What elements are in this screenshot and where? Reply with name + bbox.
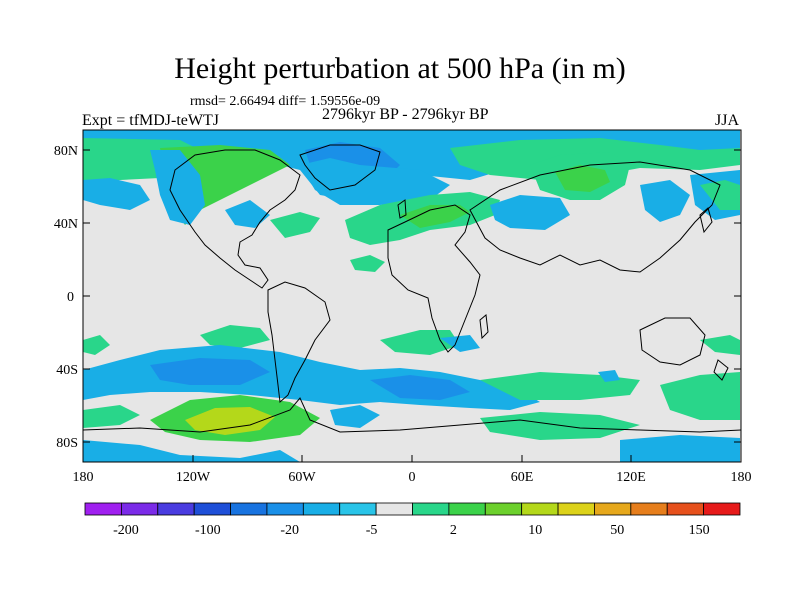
contour-blue-n-atlantic <box>300 158 450 205</box>
coastlines <box>83 144 741 433</box>
contour-blue-s-pacific-core <box>150 358 270 385</box>
contour-green-siberia-core <box>555 165 610 192</box>
coast-new-zealand <box>713 359 729 381</box>
contour-green-tropics <box>350 255 385 272</box>
lat-axis-labels: 80N 40N 0 40S 80S <box>54 144 78 451</box>
colorbar-swatch-7 <box>302 502 341 516</box>
contour-yellow-southern-max <box>185 407 275 435</box>
lon-label-180e: 180 <box>731 470 752 485</box>
colorbar-label: 50 <box>610 523 624 538</box>
coast-greenland <box>299 144 381 191</box>
colorbar-swatch-17 <box>666 502 705 516</box>
contour-green-s-sw-indian <box>660 372 740 420</box>
colorbar-swatch-1 <box>84 502 122 516</box>
lon-label-60w: 60W <box>288 470 316 485</box>
coast-japan <box>699 207 713 234</box>
colorbar-swatch-11 <box>448 502 486 516</box>
lon-label-60e: 60E <box>511 470 534 485</box>
colorbar-swatch-8 <box>339 502 377 516</box>
colorbar-swatch-4 <box>193 502 231 516</box>
coast-uk <box>397 199 407 219</box>
period-label: 2796kyr BP - 2796kyr BP <box>322 106 489 123</box>
contour-green-sw-pacific <box>700 335 740 355</box>
lat-label-80n: 80N <box>54 144 78 159</box>
rmsd-diff-stats: rmsd= 2.66494 diff= 1.59556e-09 <box>190 94 381 109</box>
contour-blue-central-asia <box>490 195 570 230</box>
colorbar-swatch-12 <box>484 502 523 516</box>
colorbar-swatch-5 <box>230 502 268 516</box>
colorbar-label: -100 <box>195 523 221 538</box>
contour-map <box>83 130 741 462</box>
colorbar-swatch-16 <box>630 502 668 516</box>
lat-label-0: 0 <box>67 290 74 305</box>
lon-label-120w: 120W <box>176 470 211 485</box>
coast-north-america <box>169 149 301 289</box>
colorbar-label: -20 <box>280 523 299 538</box>
contour-green-s-atlantic <box>380 330 460 355</box>
lat-label-40s: 40S <box>56 363 78 378</box>
colorbar-swatch-3 <box>157 502 195 516</box>
coast-australia <box>639 317 706 366</box>
lon-label-120e: 120E <box>616 470 646 485</box>
contour-green-s-indian <box>480 372 640 400</box>
colorbar-swatch-2 <box>120 502 159 516</box>
map-ticks <box>82 149 742 462</box>
coast-europe-africa <box>387 204 481 353</box>
coast-asia <box>469 161 721 273</box>
lat-label-80s: 80S <box>56 436 78 451</box>
contour-blue-east-asia <box>640 180 690 222</box>
figure-title: Height perturbation at 500 hPa (in m) <box>174 52 626 85</box>
lat-label-40n: 40N <box>54 217 78 232</box>
coast-antarctica <box>83 397 741 433</box>
contour-blue-indian <box>440 335 480 352</box>
coast-south-america <box>267 281 331 404</box>
lon-axis-labels: 180 120W 60W 0 60E 120E 180 <box>73 470 752 485</box>
contour-blue-nw-pacific <box>83 178 150 210</box>
contour-blue-ross <box>83 440 300 462</box>
contour-blue-s-atlantic-core <box>370 375 470 400</box>
colorbar-labels: -200 -100 -20 -5 2 10 50 150 <box>113 523 710 538</box>
colorbar-swatch-9 <box>375 502 413 516</box>
colorbar-swatch-10 <box>412 502 450 516</box>
coast-madagascar <box>479 314 489 340</box>
colorbar-label: -200 <box>113 523 139 538</box>
contour-green-s-pacific <box>200 325 270 348</box>
season-label: JJA <box>715 112 740 129</box>
colorbar-label: -5 <box>366 523 378 538</box>
colorbar <box>84 502 741 516</box>
contour-blue-e-antarctic <box>620 435 740 462</box>
colorbar-swatch-14 <box>557 502 595 516</box>
contour-green-sw-atlantic <box>83 335 110 355</box>
colorbar-swatch-6 <box>266 502 304 516</box>
contour-blue-weddell <box>330 405 380 428</box>
contour-green-europe-core <box>400 205 470 228</box>
contour-green-n-pacific <box>700 180 740 210</box>
lon-label-0: 0 <box>409 470 416 485</box>
colorbar-label: 150 <box>689 523 710 538</box>
colorbar-label: 10 <box>528 523 542 538</box>
contour-green-antarctic <box>480 412 640 440</box>
contour-blue-ne-pacific <box>150 150 205 225</box>
colorbar-swatch-15 <box>594 502 632 516</box>
experiment-label: Expt = tfMDJ-teWTJ <box>82 112 219 129</box>
contour-blue-tasman <box>598 370 620 382</box>
colorbar-swatch-18 <box>703 502 741 516</box>
contour-green-west-atlantic <box>270 212 320 238</box>
contour-green-amundsen <box>83 405 140 428</box>
contour-blue-us <box>225 200 270 228</box>
lon-label-180w: 180 <box>73 470 94 485</box>
colorbar-swatch-13 <box>521 502 559 516</box>
colorbar-label: 2 <box>450 523 457 538</box>
